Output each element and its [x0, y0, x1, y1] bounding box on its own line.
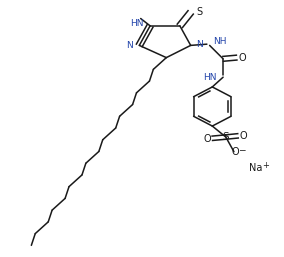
Text: +: + — [262, 161, 269, 170]
Text: −: − — [238, 145, 245, 154]
Text: O: O — [238, 53, 246, 63]
Text: O: O — [240, 131, 247, 141]
Text: NH: NH — [213, 37, 226, 46]
Text: N: N — [197, 40, 203, 49]
Text: S: S — [197, 7, 203, 17]
Text: HN: HN — [130, 19, 143, 28]
Text: HN: HN — [203, 73, 216, 82]
Text: N: N — [127, 41, 133, 50]
Text: S: S — [222, 132, 229, 142]
Text: O: O — [203, 134, 211, 144]
Text: Na: Na — [249, 163, 262, 173]
Text: O: O — [231, 147, 239, 157]
